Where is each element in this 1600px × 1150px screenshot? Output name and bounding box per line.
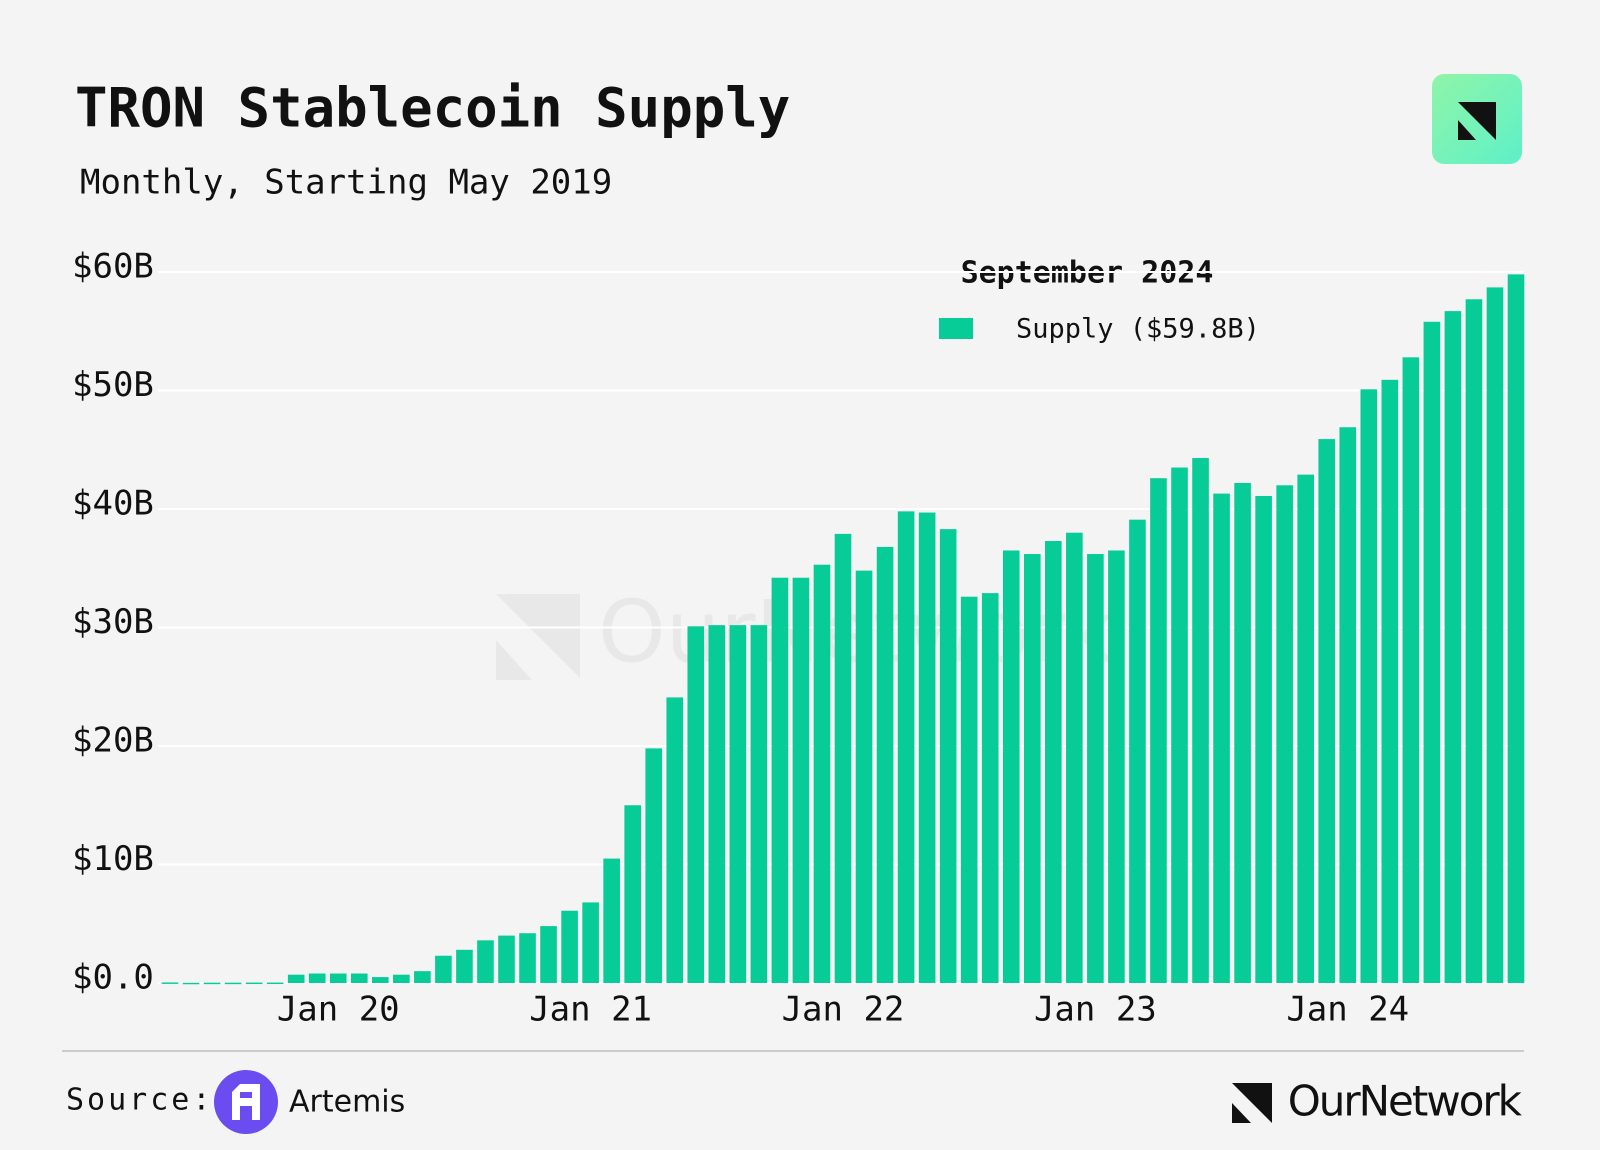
bar [1129, 519, 1146, 983]
brand-logo [1458, 120, 1476, 140]
bar [1255, 495, 1272, 983]
bar [1276, 485, 1293, 983]
bar [1507, 274, 1525, 983]
bar [624, 805, 641, 983]
bar [729, 625, 747, 983]
bar [960, 596, 978, 983]
brand-footer-logo [1232, 1083, 1272, 1123]
x-tick-label: Jan 22 [782, 990, 905, 1030]
bar [1150, 478, 1167, 983]
legend-swatch [939, 318, 973, 339]
bar [477, 940, 494, 983]
bar [1423, 321, 1441, 983]
bar [687, 626, 705, 983]
bar [1339, 427, 1357, 983]
bar [372, 977, 389, 983]
bar [498, 935, 515, 983]
legend-label: Supply ($59.8B) [1016, 314, 1260, 345]
bar [981, 593, 999, 983]
source-label: Source: [66, 1083, 213, 1118]
bar [603, 858, 620, 983]
bar [182, 982, 200, 985]
bar [519, 933, 536, 983]
bar [1087, 554, 1104, 983]
bar [813, 564, 831, 983]
bar [350, 973, 368, 983]
bar [1360, 389, 1378, 983]
bar [203, 982, 221, 985]
bar [792, 577, 810, 983]
bar [1381, 379, 1399, 984]
bar [1318, 439, 1336, 984]
watermark-logo [496, 640, 532, 680]
y-tick-label: $20B [72, 721, 154, 761]
bar [1023, 554, 1041, 983]
bar [1486, 287, 1504, 983]
bar [393, 974, 410, 983]
bar [1465, 299, 1483, 983]
bar [266, 982, 284, 985]
bar [1402, 357, 1420, 983]
y-tick-label: $40B [72, 484, 154, 524]
brand-logo [1458, 102, 1496, 140]
bar [750, 625, 768, 983]
y-tick-label: $0.0 [72, 958, 154, 998]
x-tick-label: Jan 23 [1034, 990, 1157, 1030]
bar [561, 910, 578, 983]
bar [161, 982, 179, 984]
y-tick-label: $50B [72, 365, 154, 405]
bar [224, 982, 242, 985]
bar [708, 625, 726, 983]
bar [308, 973, 326, 983]
bar [456, 949, 473, 983]
bar [918, 512, 936, 983]
bar [582, 902, 599, 983]
bar [855, 570, 873, 983]
provider-logo-mark [232, 1084, 260, 1120]
bar [287, 974, 305, 983]
y-tick-label: $10B [72, 839, 154, 879]
bar [1192, 458, 1209, 983]
chart-subtitle: Monthly, Starting May 2019 [80, 163, 612, 203]
bar [771, 577, 789, 983]
bar [329, 973, 347, 983]
bar [666, 697, 684, 983]
bar [414, 971, 431, 983]
x-tick-label: Jan 24 [1286, 990, 1409, 1030]
bar [1171, 467, 1188, 983]
provider-name: Artemis [289, 1085, 405, 1120]
bar [645, 748, 663, 983]
bar [876, 546, 894, 983]
y-tick-label: $30B [72, 602, 154, 642]
bar [1066, 532, 1083, 983]
bar [939, 529, 957, 983]
x-tick-label: Jan 21 [529, 990, 652, 1030]
bar [435, 955, 452, 983]
brand-footer-logo [1232, 1103, 1251, 1123]
bar [834, 533, 852, 983]
bar [1002, 550, 1020, 983]
bar [1108, 550, 1125, 983]
y-tick-label: $60B [72, 247, 154, 287]
bar [897, 511, 915, 983]
bar [1234, 482, 1251, 983]
bar [1297, 474, 1314, 983]
watermark-logo [496, 594, 580, 678]
bar [1444, 311, 1462, 984]
bar [540, 926, 557, 983]
chart-title: TRON Stablecoin Supply [75, 77, 790, 140]
x-tick-label: Jan 20 [277, 990, 400, 1030]
bar [245, 982, 263, 985]
brand-name: OurNetwork [1288, 1077, 1523, 1126]
bar [1213, 493, 1230, 983]
bar [1045, 540, 1062, 983]
